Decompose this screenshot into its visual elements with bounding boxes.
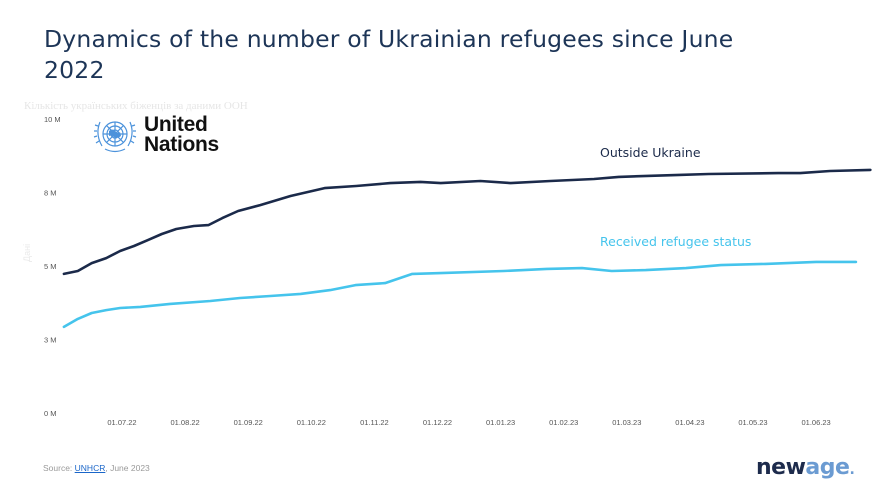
newage-logo: newage. xyxy=(756,455,855,480)
page-title: Dynamics of the number of Ukrainian refu… xyxy=(44,25,734,84)
x-tick-label: 01.05.23 xyxy=(738,418,767,427)
un-logo-line1: United xyxy=(144,113,208,136)
y-tick-label: 8 M xyxy=(44,189,57,198)
un-emblem-icon xyxy=(93,121,137,153)
x-tick-label: 01.12.22 xyxy=(423,418,452,427)
series-line-outside-ukraine xyxy=(62,168,872,276)
x-tick-label: 01.08.22 xyxy=(170,418,199,427)
y-tick-label: 0 M xyxy=(44,409,57,418)
brand-dot: . xyxy=(849,462,855,478)
y-tick-label: 5 M xyxy=(44,262,57,271)
source-note: Source: UNHCR, June 2023 xyxy=(43,463,150,473)
un-logo: United Nations xyxy=(92,114,219,156)
x-tick-label: 01.07.22 xyxy=(107,418,136,427)
series-label-received-refugee-status: Received refugee status xyxy=(600,234,751,249)
x-tick-label: 01.10.22 xyxy=(297,418,326,427)
un-logo-line2: Nations xyxy=(144,133,219,156)
x-tick-label: 01.03.23 xyxy=(612,418,641,427)
source-link-unhcr[interactable]: UNHCR xyxy=(74,463,106,473)
source-prefix: Source: xyxy=(43,463,75,473)
x-tick-label: 01.06.23 xyxy=(801,418,830,427)
series-label-outside-ukraine: Outside Ukraine xyxy=(600,145,701,160)
y-tick-label: 10 M xyxy=(44,115,61,124)
x-tick-label: 01.01.23 xyxy=(486,418,515,427)
y-axis-ticks: 0 M 3 M 5 M 8 M 10 M xyxy=(44,115,61,418)
series-line-received-refugee-status xyxy=(62,260,858,329)
x-tick-label: 01.02.23 xyxy=(549,418,578,427)
source-suffix: , June 2023 xyxy=(105,463,150,473)
x-tick-label: 01.04.23 xyxy=(675,418,704,427)
brand-part1: new xyxy=(756,455,806,480)
x-tick-label: 01.11.22 xyxy=(360,418,389,427)
series-labels: Outside Ukraine Received refugee status xyxy=(600,145,751,249)
x-tick-label: 01.09.22 xyxy=(234,418,263,427)
brand-part2: age xyxy=(805,455,850,480)
faded-subtitle: Кількість українських біженців за даними… xyxy=(24,100,248,112)
y-tick-label: 3 M xyxy=(44,336,57,345)
series-lines xyxy=(62,168,872,329)
x-axis-ticks: 01.07.22 01.08.22 01.09.22 01.10.22 01.11.22… xyxy=(107,418,830,427)
